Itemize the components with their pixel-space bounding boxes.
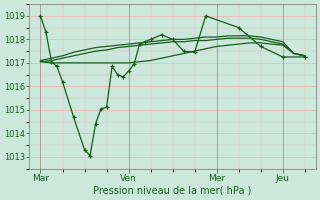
X-axis label: Pression niveau de la mer( hPa ): Pression niveau de la mer( hPa ): [93, 186, 252, 196]
